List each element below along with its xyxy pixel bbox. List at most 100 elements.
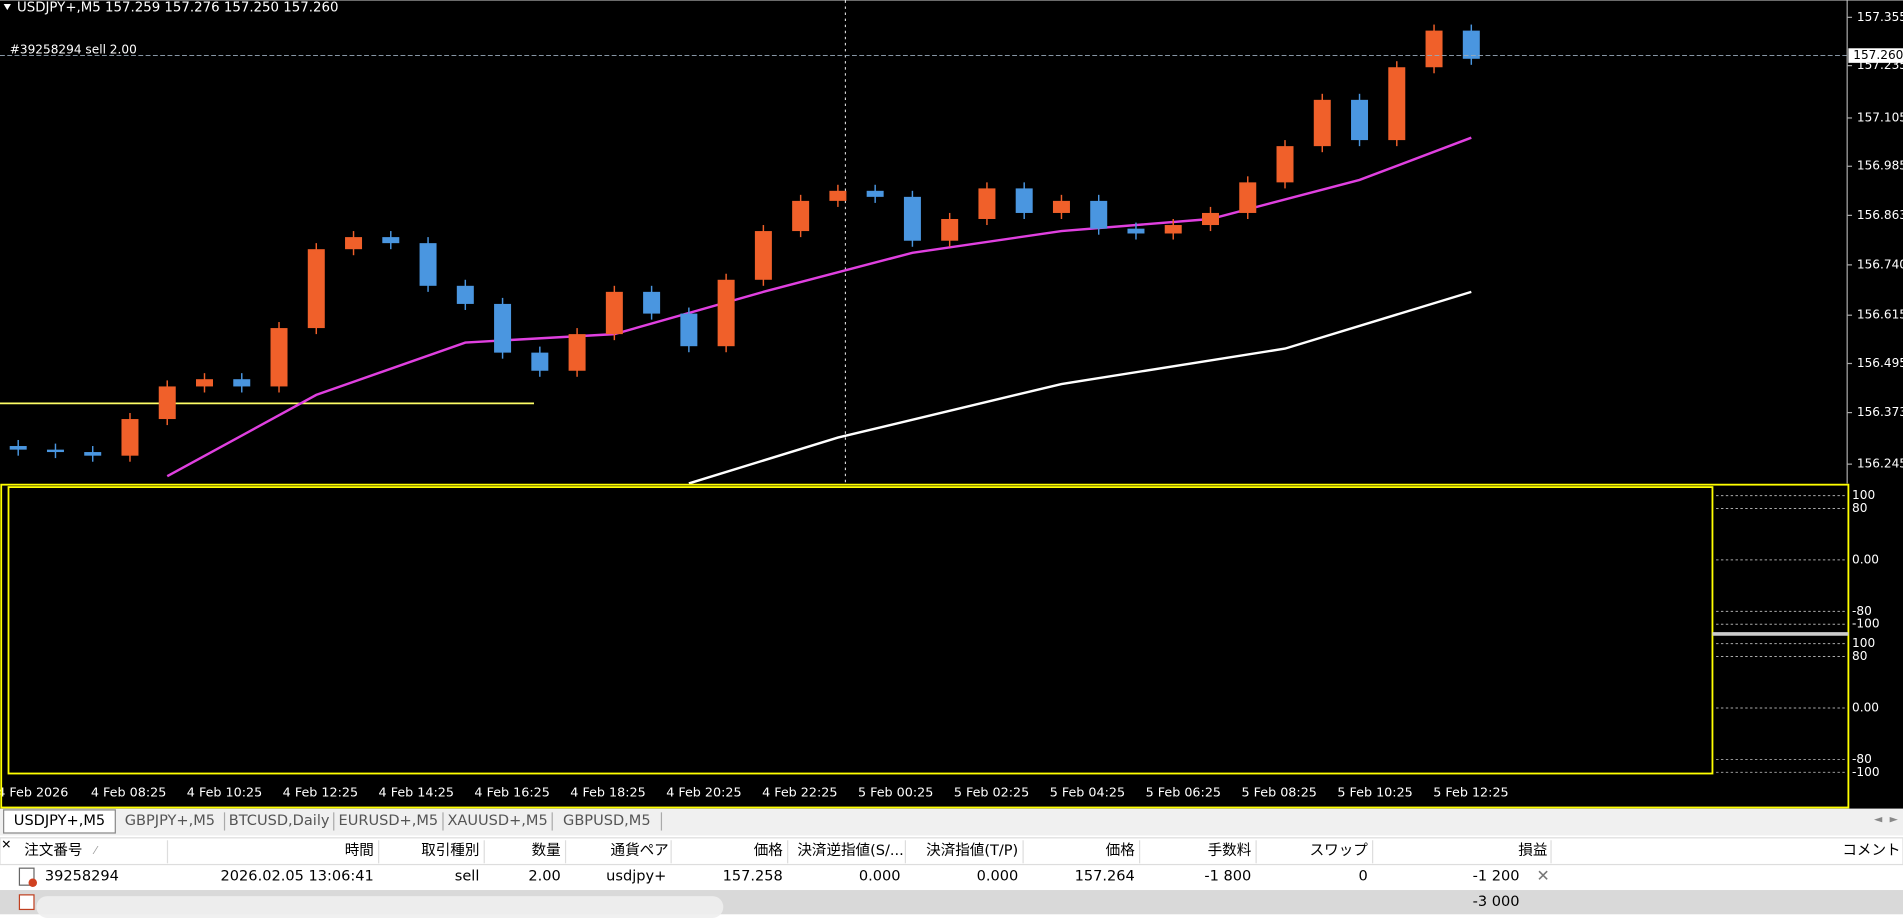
column-header[interactable]: 通貨ペア [611, 842, 669, 859]
moving-average [688, 290, 1472, 485]
indicator-tick-label: 0.00 [1852, 552, 1879, 566]
column-header[interactable]: スワップ [1310, 842, 1369, 859]
candle-body [1351, 99, 1369, 141]
tab-label[interactable]: GBPUSD,M5 [563, 812, 651, 829]
column-header[interactable]: 損益 [1518, 842, 1547, 859]
price-tick-label: 156.495 [1857, 356, 1903, 370]
time-label: 5 Feb 04:25 [1050, 785, 1125, 800]
close-panel-button[interactable]: ✕ [1, 838, 11, 852]
table-header-bg [0, 837, 1903, 866]
indicator-plot-frame [7, 486, 1714, 775]
candle-body [717, 279, 735, 347]
tab-label[interactable]: XAUUSD+,M5 [447, 812, 547, 829]
current-price-label: 157.260 [1853, 48, 1903, 62]
order-label: #39258294 sell 2.00 [10, 43, 137, 57]
candle-body [1052, 200, 1070, 213]
column-header[interactable]: 取引種別 [421, 842, 479, 859]
price-tick-label: 156.740 [1857, 257, 1903, 271]
price-chart: 157.355157.235157.105156.985156.863156.7… [0, 0, 1903, 800]
time-label: 4 Feb 18:25 [570, 785, 645, 800]
candle-body [531, 352, 549, 371]
table-cell: -1 200 [1473, 868, 1520, 885]
table-cell: 2.00 [528, 868, 560, 885]
candle-body [605, 291, 623, 335]
column-header[interactable]: 決済逆指値(S/... [797, 842, 903, 859]
candle-body [46, 449, 64, 453]
current-price-box [1848, 48, 1903, 63]
candle-body [792, 200, 810, 232]
time-label: 4 Feb 10:25 [187, 785, 262, 800]
table-cell: 39258294 [45, 868, 119, 885]
blurred-region [36, 896, 724, 918]
time-label: 4 Feb 12:25 [283, 785, 358, 800]
candle-body [121, 419, 139, 456]
price-tick-label: 156.615 [1857, 308, 1903, 322]
indicator-tick-label: 0.00 [1852, 700, 1879, 714]
table-cell: usdjpy+ [606, 868, 666, 885]
time-label: 4 Feb 22:25 [762, 785, 837, 800]
candle-body [456, 285, 474, 304]
trade-table: 注文番号 時間 取引種別 数量 通貨ペア 価格 決済逆指値(S/... 決済指値(T/P) 価格… [24, 840, 1901, 910]
table-cell: 157.264 [1075, 868, 1135, 885]
price-tick-label: 157.355 [1857, 10, 1903, 24]
candle-body [1388, 67, 1406, 141]
candle-body [941, 218, 959, 241]
indicator-tick-label: 80 [1852, 501, 1867, 515]
indicator-tick-label: 80 [1852, 649, 1867, 663]
balance-icon [18, 894, 35, 911]
candle-body [903, 196, 921, 241]
candle-body [1090, 200, 1108, 229]
time-label: 5 Feb 10:25 [1337, 785, 1412, 800]
candle-body [1201, 212, 1219, 226]
close-order-button[interactable]: ✕ [1536, 866, 1549, 885]
table-cell: 2026.02.05 13:06:41 [221, 868, 374, 885]
candle-body [978, 188, 996, 219]
column-header[interactable]: 時間 [345, 842, 374, 859]
price-tick-label: 156.863 [1857, 208, 1903, 222]
candle-body [680, 313, 698, 347]
moving-average [166, 136, 1472, 478]
tab-label[interactable]: USDJPY+,M5 [14, 812, 105, 829]
tab-label[interactable]: BTCUSD,Daily [229, 812, 330, 829]
column-header[interactable]: 価格 [754, 842, 784, 859]
candle-body [494, 303, 512, 353]
time-label: 4 Feb 20:25 [666, 785, 741, 800]
candle-body [196, 379, 213, 387]
chart-tabs: USDJPY+,M5 GBPJPY+,M5 BTCUSD,Daily EURUSD+,… [3, 809, 663, 834]
candle-body [643, 291, 661, 314]
table-cell: 0.000 [859, 868, 901, 885]
candle-body [1164, 225, 1182, 234]
tab-label[interactable]: EURUSD+,M5 [339, 812, 439, 829]
symbol-menu-arrow[interactable] [3, 4, 11, 11]
price-tick-label: 156.245 [1857, 457, 1903, 471]
tab-bar [0, 808, 1903, 836]
column-header[interactable]: 注文番号 [24, 842, 82, 859]
tab-scroll-right[interactable]: ► [1890, 813, 1899, 826]
tab-label[interactable]: GBPJPY+,M5 [125, 812, 215, 829]
indicator-tick-label: -100 [1852, 617, 1880, 631]
candle-body [1276, 146, 1294, 183]
symbol-header: USDJPY+,M5 157.259 157.276 157.250 157.2… [17, 1, 338, 16]
indicator-tick-label: -100 [1852, 765, 1880, 779]
indicator-frame [0, 483, 1850, 809]
candle-body [866, 190, 884, 197]
candle-body [1015, 188, 1033, 213]
column-header[interactable]: 手数料 [1208, 842, 1252, 859]
time-label: 5 Feb 02:25 [954, 785, 1029, 800]
column-header[interactable]: 価格 [1106, 842, 1136, 859]
column-header[interactable]: 決済指値(T/P) [926, 842, 1018, 859]
indicator-tick-label: -80 [1852, 752, 1872, 766]
candle-body [829, 190, 847, 201]
column-header[interactable]: コメント [1842, 842, 1900, 859]
candle-body [158, 386, 176, 420]
candle-body [1313, 99, 1331, 147]
tab-scroll-left[interactable]: ◄ [1874, 813, 1883, 826]
candle-body [568, 334, 586, 371]
column-header[interactable]: 数量 [532, 842, 561, 859]
indicator-tick-label: -80 [1852, 604, 1872, 618]
active-tab[interactable] [3, 809, 116, 834]
time-label: 5 Feb 12:25 [1433, 785, 1508, 800]
time-label: 5 Feb 00:25 [858, 785, 933, 800]
candle-body [419, 243, 437, 286]
